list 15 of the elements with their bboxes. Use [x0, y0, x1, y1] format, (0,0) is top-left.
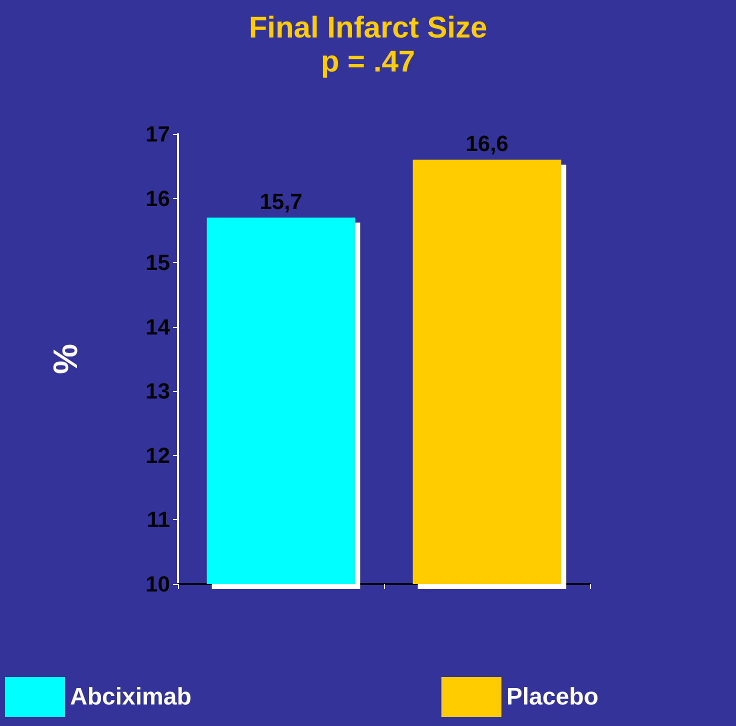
- data-label: 16,6: [466, 131, 508, 156]
- y-tick-label: 16: [146, 186, 170, 211]
- y-tick-label: 11: [146, 507, 170, 532]
- y-tick-label: 10: [146, 572, 170, 596]
- y-tick-label: 13: [146, 378, 170, 404]
- y-axis-title: %: [47, 344, 85, 374]
- chart-subtitle: p = .47: [320, 46, 416, 78]
- legend-label: Abciximab: [70, 684, 192, 710]
- chart-title: Final Infarct Size: [248, 12, 488, 44]
- data-label: 15,7: [260, 189, 302, 214]
- y-tick-label: 12: [146, 442, 170, 468]
- y-tick-label: 14: [146, 314, 171, 340]
- y-tick-label: 15: [146, 250, 170, 276]
- y-tick-label: 17: [146, 122, 170, 146]
- legend-label: Placebo: [506, 684, 598, 710]
